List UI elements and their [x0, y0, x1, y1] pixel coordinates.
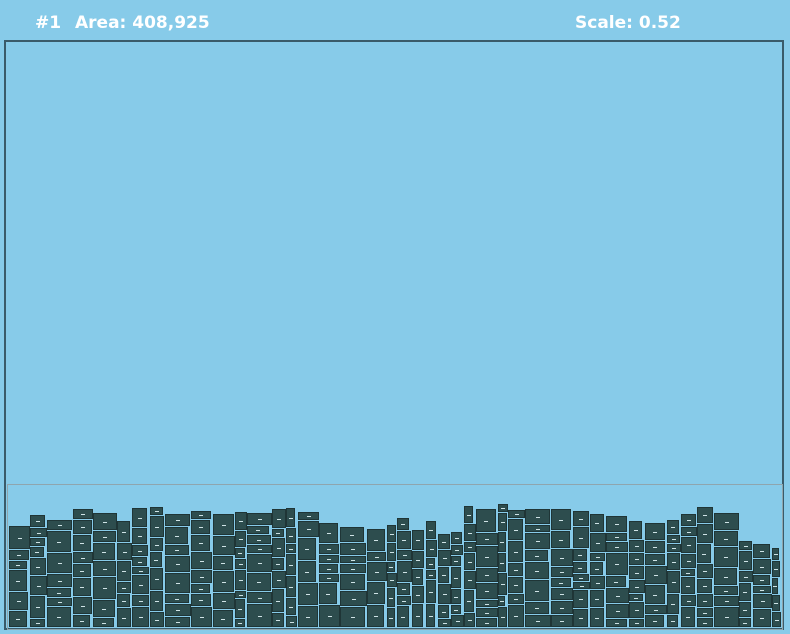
scale-readout: Scale: 0.52	[575, 13, 681, 33]
run-number-label: #1	[35, 13, 62, 33]
area-readout: Area: 408,925	[75, 13, 210, 33]
packing-bin-outline	[7, 484, 783, 630]
